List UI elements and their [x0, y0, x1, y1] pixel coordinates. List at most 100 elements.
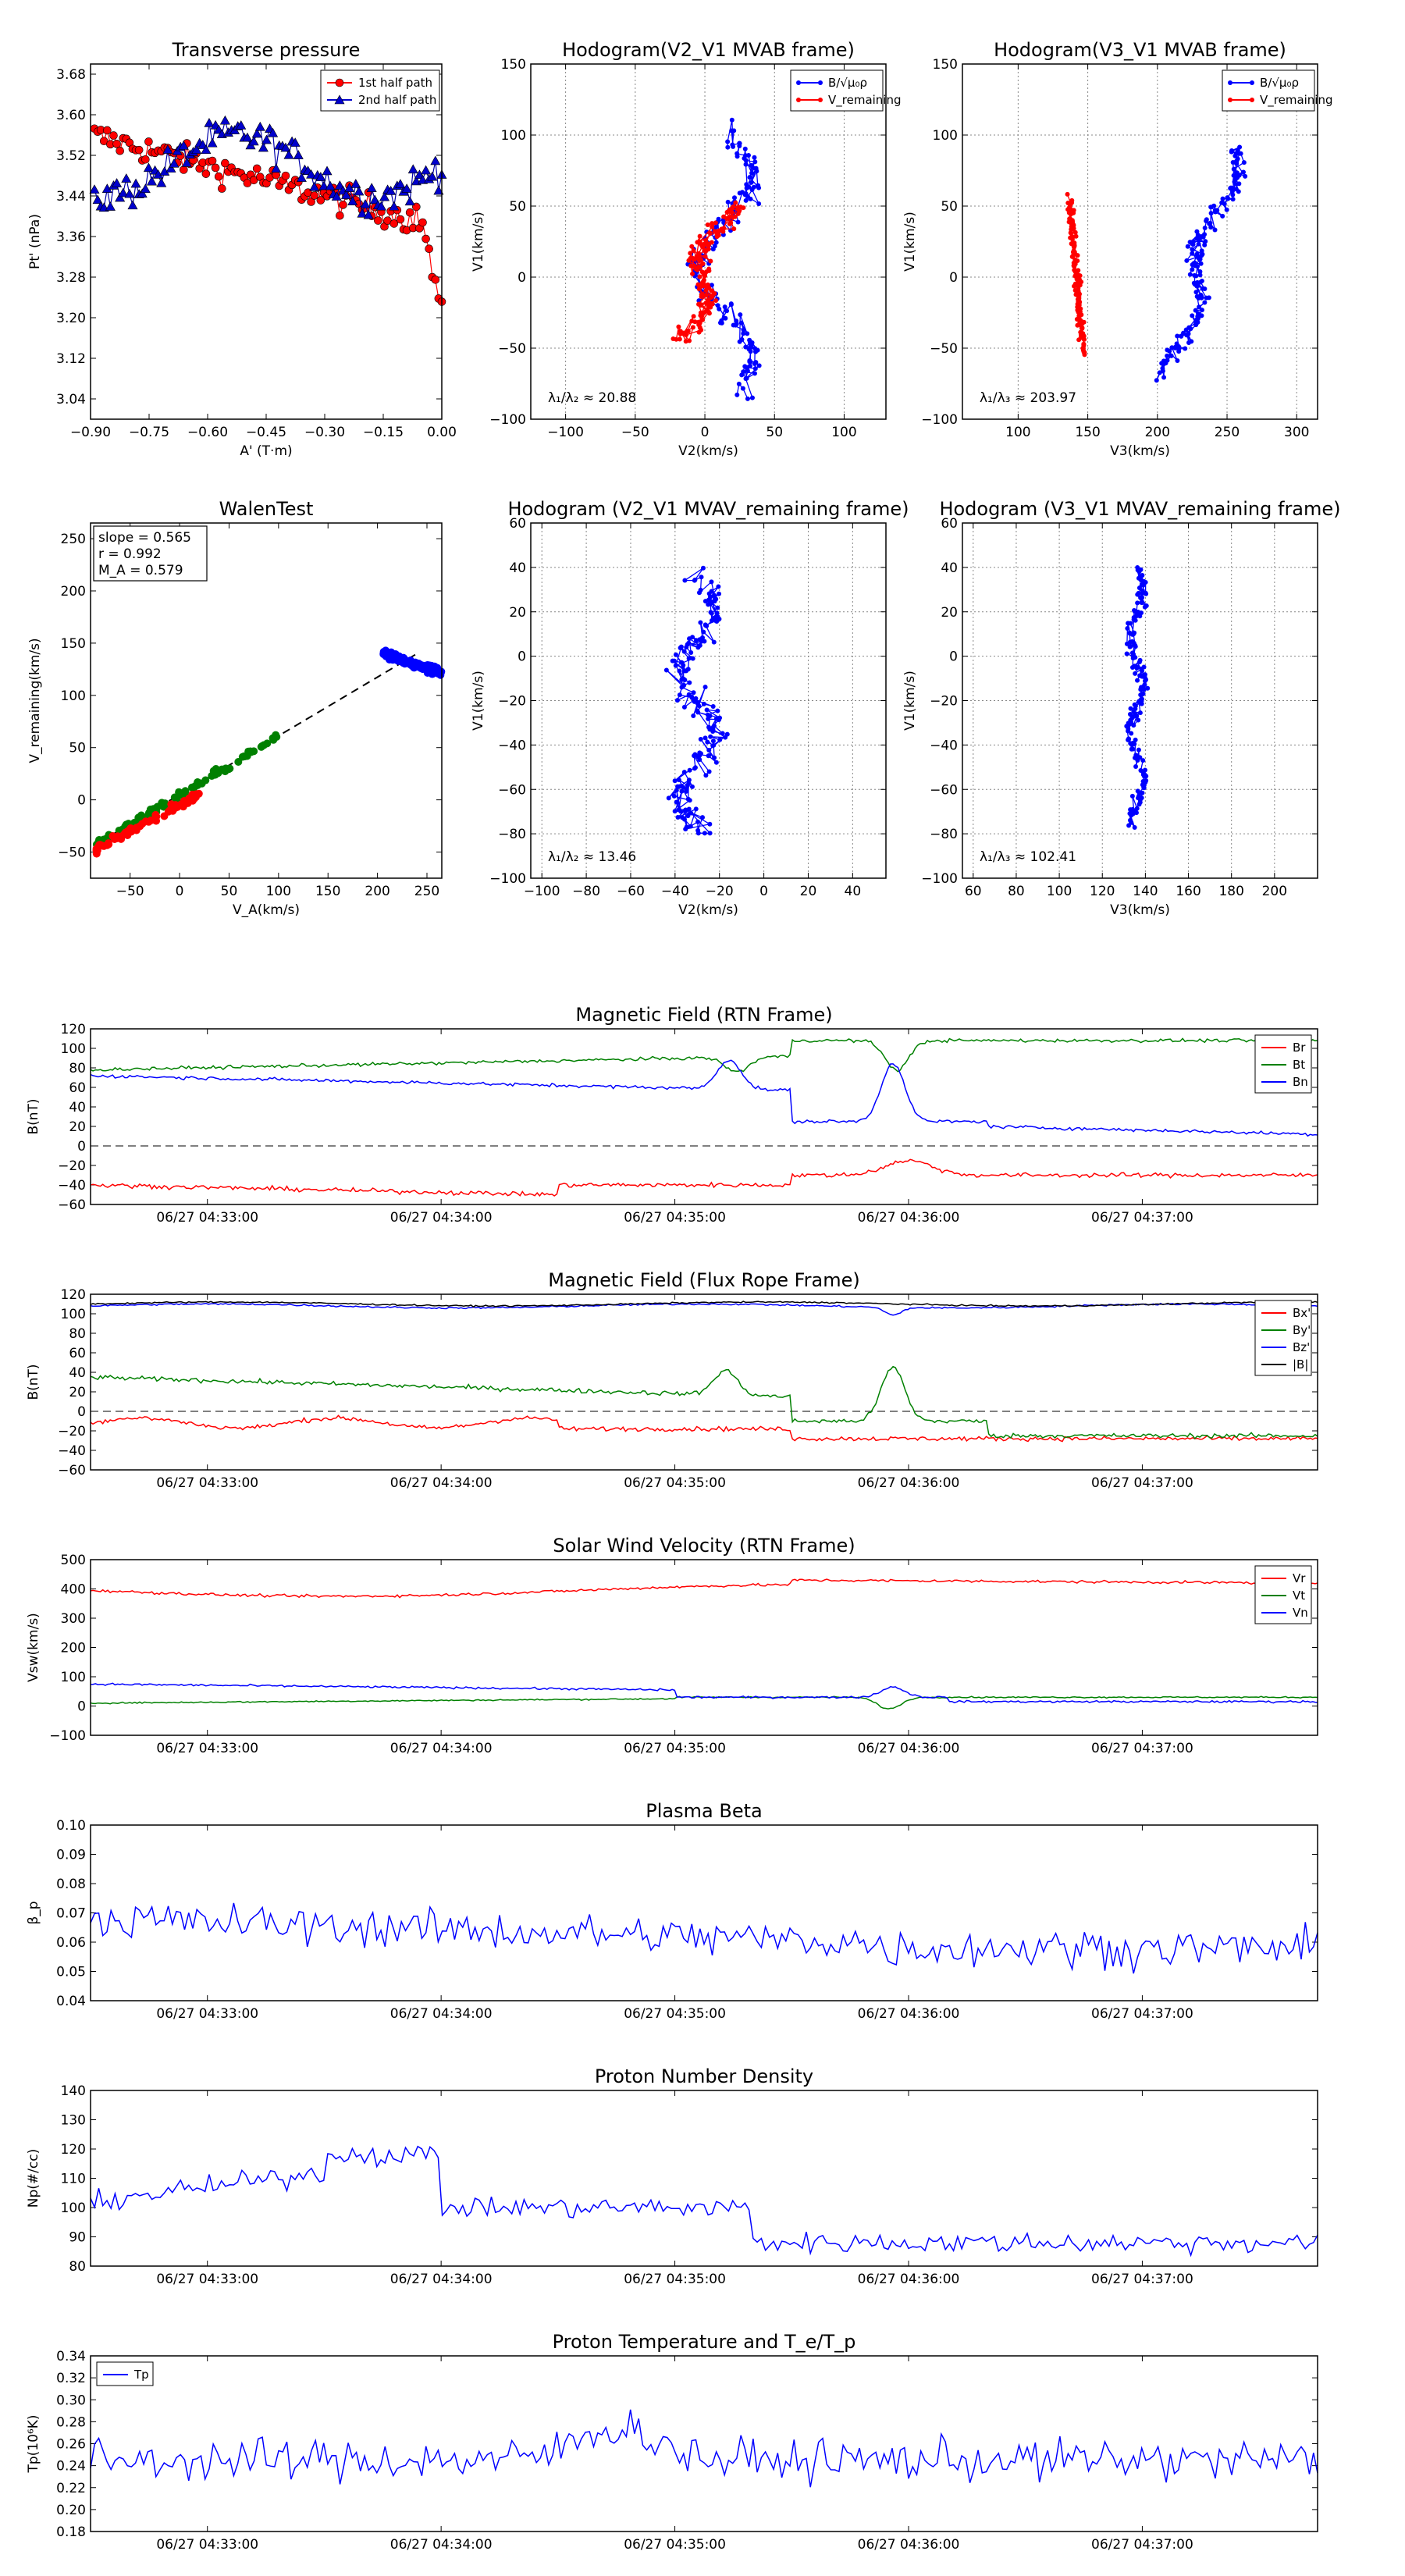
series-v-point: [691, 314, 696, 319]
y-tick-label: 3.36: [56, 229, 86, 245]
series-2nd-half-point: [261, 134, 272, 144]
series-v-point: [706, 285, 712, 290]
series-2nd-half-point: [268, 127, 279, 137]
series-b-point: [740, 190, 745, 195]
series-v-point: [1138, 687, 1144, 692]
series-v-point: [1143, 780, 1148, 785]
x-tick-label: 06/27 04:35:00: [624, 1475, 726, 1491]
y-tick-label: 100: [61, 1307, 86, 1322]
series-1st-half-point: [339, 201, 347, 209]
series-b-point: [1190, 313, 1195, 318]
legend-entry: Br: [1293, 1041, 1306, 1055]
series-b-point: [743, 158, 749, 163]
x-tick-label: 200: [365, 884, 389, 899]
y-tick-label: 90: [69, 2230, 86, 2246]
y-tick-label: −100: [489, 412, 526, 428]
x-tick-label: 0: [176, 884, 184, 899]
series-b-point: [736, 381, 742, 386]
series-b-point: [1200, 286, 1205, 291]
transverse-pressure-title: Transverse pressure: [172, 39, 361, 61]
series-v-point: [735, 211, 741, 216]
series-v-point: [713, 617, 718, 623]
series-v-point: [1132, 824, 1137, 830]
series-b-point: [742, 364, 748, 369]
series-v-point: [692, 577, 698, 582]
series-1st-half-point: [214, 172, 223, 181]
series-v-point: [704, 707, 710, 713]
legend-entry: By': [1293, 1323, 1311, 1337]
series-v-point: [1133, 763, 1139, 769]
x-tick-label: 06/27 04:37:00: [1091, 2272, 1193, 2287]
y-tick-label: 0.22: [56, 2481, 86, 2496]
ts-beta-plot: 06/27 04:33:00 06/27 04:34:00 06/27 04:35:…: [56, 1818, 1318, 2022]
series-v-point: [684, 786, 689, 792]
series-babs-line: [90, 1300, 1318, 1308]
series-b-point: [1230, 192, 1236, 197]
series-1st-half-point: [141, 155, 150, 164]
series-v-point: [710, 727, 716, 732]
series-b-point: [742, 146, 748, 151]
hodogram-v2-v1-mvab: −100 −50 0 50 100 −100 −50 0 50 100 150: [489, 57, 887, 440]
x-tick-label: 06/27 04:36:00: [858, 1475, 960, 1491]
series-v-point: [675, 784, 681, 789]
series-b-point: [1175, 333, 1180, 339]
y-tick-label: 150: [61, 636, 86, 652]
series-v-point: [1076, 288, 1081, 294]
series-v-point: [705, 712, 710, 717]
walen-cluster-2-point: [201, 776, 210, 785]
series-2nd-half-point: [341, 190, 352, 199]
y-tick-label: 0.24: [56, 2459, 86, 2475]
series-v-point: [710, 294, 715, 299]
series-1st-half-point: [116, 146, 124, 155]
series-2nd-half-point: [404, 196, 415, 206]
series-v-point: [687, 767, 692, 773]
series-v-point: [706, 747, 712, 753]
y-tick-label: 0: [77, 1139, 86, 1155]
y-tick-label: 400: [61, 1582, 86, 1598]
y-tick-label: 80: [69, 1326, 86, 1342]
series-v-point: [688, 649, 694, 655]
series-2nd-half-point: [201, 144, 212, 155]
series-b-point: [1243, 173, 1248, 179]
series-b-point: [1202, 300, 1208, 305]
series-v-point: [690, 325, 695, 330]
x-axis-label: V3(km/s): [1110, 443, 1170, 459]
series-b-point: [1212, 227, 1218, 233]
series-2nd-half-point: [169, 158, 180, 168]
y-axis-label: V1(km/s): [902, 212, 918, 272]
series-b-point: [1231, 173, 1236, 178]
series-b-point: [725, 139, 731, 144]
x-tick-label: 06/27 04:35:00: [624, 1210, 726, 1226]
walen-test-plot: −50 0 50 100 150 200 250 −50 0 50 100 150 200 250: [58, 522, 446, 899]
series-v-point: [682, 578, 688, 583]
y-tick-label: −40: [498, 738, 526, 753]
series-bt-line: [90, 1037, 1318, 1073]
series-v-point: [699, 280, 705, 286]
legend-marker: [818, 98, 823, 102]
y-tick-label: 100: [61, 2201, 86, 2216]
series-1st-half-point: [336, 211, 344, 220]
series-v-point: [676, 777, 681, 783]
y-tick-label: 3.44: [56, 189, 86, 205]
series-b-point: [1176, 349, 1182, 354]
series-2nd-half-point: [427, 171, 438, 181]
y-tick-label: 80: [69, 1061, 86, 1076]
series-b-point: [1230, 186, 1236, 191]
series-v-point: [674, 336, 679, 342]
series-v-point: [677, 668, 682, 674]
series-v-point: [1144, 591, 1149, 596]
series-v-point: [706, 311, 712, 316]
y-tick-label: 40: [69, 1100, 86, 1115]
series-v-point: [1129, 813, 1134, 818]
y-tick-label: −40: [58, 1443, 86, 1459]
series-b-point: [717, 306, 722, 311]
series-v-point: [708, 734, 713, 739]
series-b-point: [738, 320, 744, 326]
series-v-point: [681, 649, 687, 654]
series-v-point: [715, 605, 720, 610]
series-2nd-half-point: [121, 173, 132, 183]
y-tick-label: 40: [69, 1365, 86, 1381]
series-v-point: [1127, 639, 1133, 645]
x-tick-label: 200: [1145, 425, 1170, 440]
series-b-point: [1195, 264, 1200, 269]
